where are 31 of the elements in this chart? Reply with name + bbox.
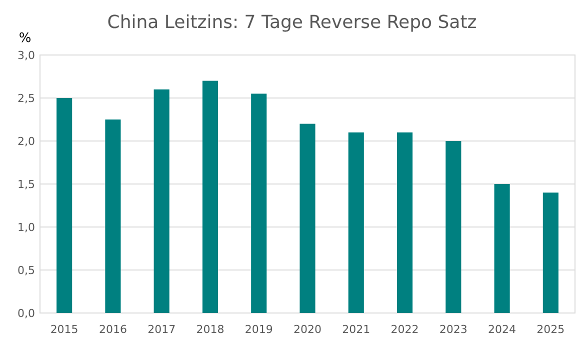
y-tick-label: 3,0 — [18, 48, 35, 62]
bar — [251, 94, 267, 313]
y-tick-label: 2,5 — [18, 92, 35, 105]
y-tick-label: 0,5 — [18, 264, 35, 277]
x-tick-label: 2019 — [244, 323, 273, 336]
x-tick-label: 2015 — [50, 323, 78, 336]
x-tick-label: 2025 — [536, 323, 565, 336]
bar — [202, 80, 218, 313]
bar — [542, 192, 558, 313]
bar — [446, 141, 462, 313]
bar — [105, 120, 121, 313]
bar — [348, 132, 364, 313]
x-tick-label: 2022 — [390, 323, 419, 336]
y-tick-label: 1,5 — [18, 178, 35, 191]
x-tick-label: 2016 — [98, 323, 127, 336]
x-tick-label: 2023 — [439, 323, 468, 336]
bar — [154, 89, 170, 313]
y-axis-title: % — [18, 31, 32, 46]
x-tick-label: 2021 — [342, 323, 370, 336]
y-tick-label: 1,0 — [18, 220, 35, 234]
x-tick-label: 2018 — [196, 323, 224, 336]
bar — [494, 184, 510, 313]
y-tick-label: 0,0 — [18, 306, 35, 320]
bar — [56, 98, 72, 313]
bar — [396, 132, 413, 313]
x-tick-label: 2020 — [294, 323, 322, 336]
chart-title: China Leitzins: 7 Tage Reverse Repo Satz — [107, 12, 477, 33]
x-tick-label: 2017 — [148, 323, 176, 336]
y-tick-label: 2,0 — [18, 134, 35, 148]
x-tick-label: 2024 — [488, 323, 516, 336]
bar — [300, 124, 316, 313]
